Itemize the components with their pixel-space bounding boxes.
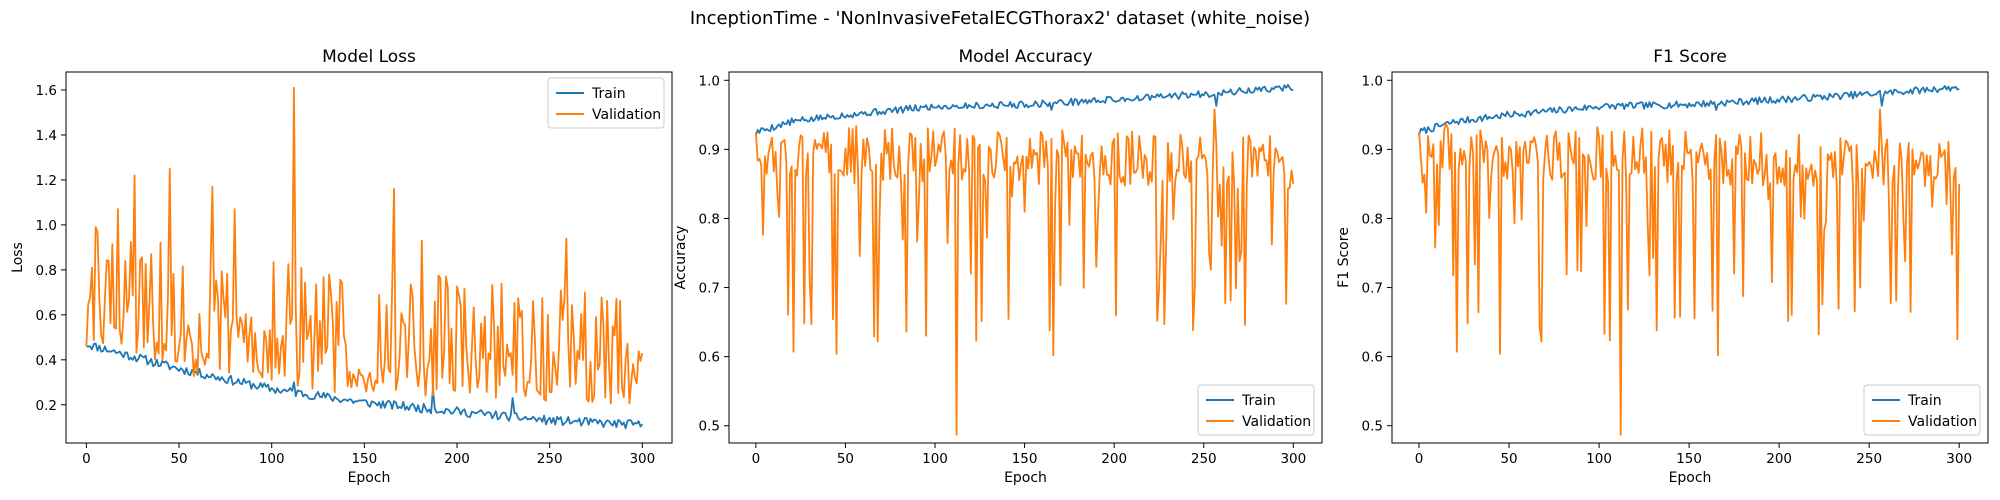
x-tick-label: 100 [922,451,948,467]
legend-label-train: Train [591,86,626,102]
x-tick-label: 300 [1946,451,1972,467]
x-tick-label: 300 [629,451,655,467]
series-line-validation [754,108,1295,436]
y-tick-label: 0.8 [699,211,720,227]
y-tick-label: 0.6 [36,308,57,324]
x-tick-label: 100 [1586,451,1612,467]
legend-label-validation: Validation [1908,414,1977,430]
y-tick-label: 1.0 [1362,73,1383,89]
axes-frame [728,71,1323,444]
y-tick-label: 0.7 [1362,281,1383,297]
y-tick-label: 0.8 [1362,211,1383,227]
x-tick-label: 50 [170,451,187,467]
y-tick-label: 0.6 [1362,350,1383,366]
y-tick-label: 0.6 [699,350,720,366]
x-tick-label: 0 [1415,451,1424,467]
x-tick-label: 200 [444,451,470,467]
x-tick-label: 250 [537,451,563,467]
y-tick-label: 1.4 [36,128,57,144]
subplot-title: Model Loss [322,47,416,67]
x-axis-label: Epoch [1004,470,1047,486]
series-line-validation [1418,108,1961,436]
legend-label-train: Train [1241,393,1276,409]
y-tick-label: 0.4 [36,353,57,369]
y-tick-label: 1.2 [36,173,57,189]
legend-label-train: Train [1907,393,1942,409]
x-tick-label: 250 [1191,451,1217,467]
series-line-validation [85,86,644,405]
y-tick-label: 0.7 [699,281,720,297]
x-tick-label: 250 [1856,451,1882,467]
y-axis-label: Accuracy [673,226,689,290]
subplot-panels: Model Loss 0 50 100 150 200 250 300 0.2 0.4 0.6 0.8… [10,47,1989,486]
y-axis-label: Loss [10,242,26,273]
series-line-train [755,83,1294,136]
figure-suptitle: InceptionTime - 'NonInvasiveFetalECGThor… [690,8,1310,29]
x-tick-label: 150 [351,451,377,467]
subplot-3: F1 Score 0 50 100 150 200 250 300 0.5 0.6 0.7 0.8 0.… [1336,47,1989,486]
series-lines [1418,85,1961,436]
x-tick-label: 200 [1101,451,1127,467]
axes-frame [1391,71,1989,444]
x-tick-label: 50 [837,451,854,467]
series-line-train [1418,85,1960,136]
subplot-1: Model Loss 0 50 100 150 200 250 300 0.2 0.4 0.6 0.8… [10,47,673,486]
legend-box [1197,384,1315,436]
y-tick-label: 0.2 [36,398,57,414]
x-axis-label: Epoch [348,470,391,486]
x-tick-label: 300 [1280,451,1306,467]
x-tick-label: 200 [1766,451,1792,467]
x-tick-label: 150 [1012,451,1038,467]
x-tick-label: 0 [752,451,761,467]
y-tick-label: 0.5 [699,419,720,435]
x-tick-label: 0 [82,451,91,467]
x-tick-label: 50 [1500,451,1517,467]
axes-frame [65,71,673,444]
subplot-2: Model Accuracy 0 50 100 150 200 250 300 0.5 0.6 0.… [673,47,1323,486]
legend: Train Validation [547,77,665,129]
y-tick-label: 0.9 [699,142,720,158]
series-lines [754,83,1295,436]
series-line-train [86,342,644,430]
x-axis-label: Epoch [1669,470,1712,486]
legend-label-validation: Validation [592,107,661,123]
legend: Train Validation [1197,384,1315,436]
y-axis-label: F1 Score [1336,227,1352,288]
y-tick-label: 0.8 [36,263,57,279]
x-tick-label: 100 [259,451,285,467]
legend-box [1863,384,1981,436]
legend-box [547,77,665,129]
y-tick-label: 1.6 [36,83,57,99]
subplot-title: Model Accuracy [958,47,1092,67]
y-tick-label: 0.5 [1362,419,1383,435]
y-tick-label: 1.0 [699,73,720,89]
subplot-title: F1 Score [1653,47,1727,67]
legend-label-validation: Validation [1242,414,1311,430]
x-tick-label: 150 [1676,451,1702,467]
legend: Train Validation [1863,384,1981,436]
series-lines [85,86,644,430]
y-tick-label: 1.0 [36,218,57,234]
y-tick-label: 0.9 [1362,142,1383,158]
